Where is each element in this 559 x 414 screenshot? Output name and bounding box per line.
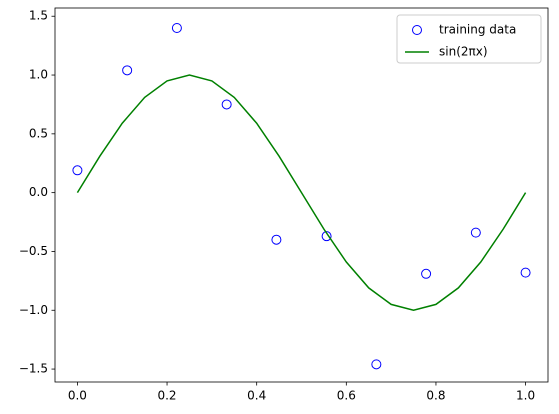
point [122,65,133,76]
point [271,234,282,245]
y-tick-label: −1.0 [19,303,48,317]
legend-label: training data [439,23,516,37]
point [421,268,432,279]
point [321,231,332,242]
x-tick-label: 0.8 [426,389,445,403]
legend-marker [412,25,422,35]
point [470,227,481,238]
y-tick-label: −1.5 [19,362,48,376]
point [171,22,182,33]
x-tick-label: 0.2 [157,389,176,403]
y-tick-label: 0.0 [29,185,48,199]
plot-frame [54,7,549,383]
point [520,267,531,278]
y-tick-label: 0.5 [29,126,48,140]
line [76,74,527,312]
legend-label: sin(2πx) [439,45,488,59]
x-tick-label: 0.6 [337,389,356,403]
y-tick-label: −0.5 [19,244,48,258]
legend-box [396,14,542,64]
x-tick-label: 1.0 [516,389,535,403]
point [371,359,382,370]
y-tick-label: 1.0 [29,68,48,82]
x-tick-label: 0.0 [68,389,87,403]
x-tick-label: 0.4 [247,389,266,403]
y-tick-label: 1.5 [29,9,48,23]
point [72,165,83,176]
point [221,99,232,110]
